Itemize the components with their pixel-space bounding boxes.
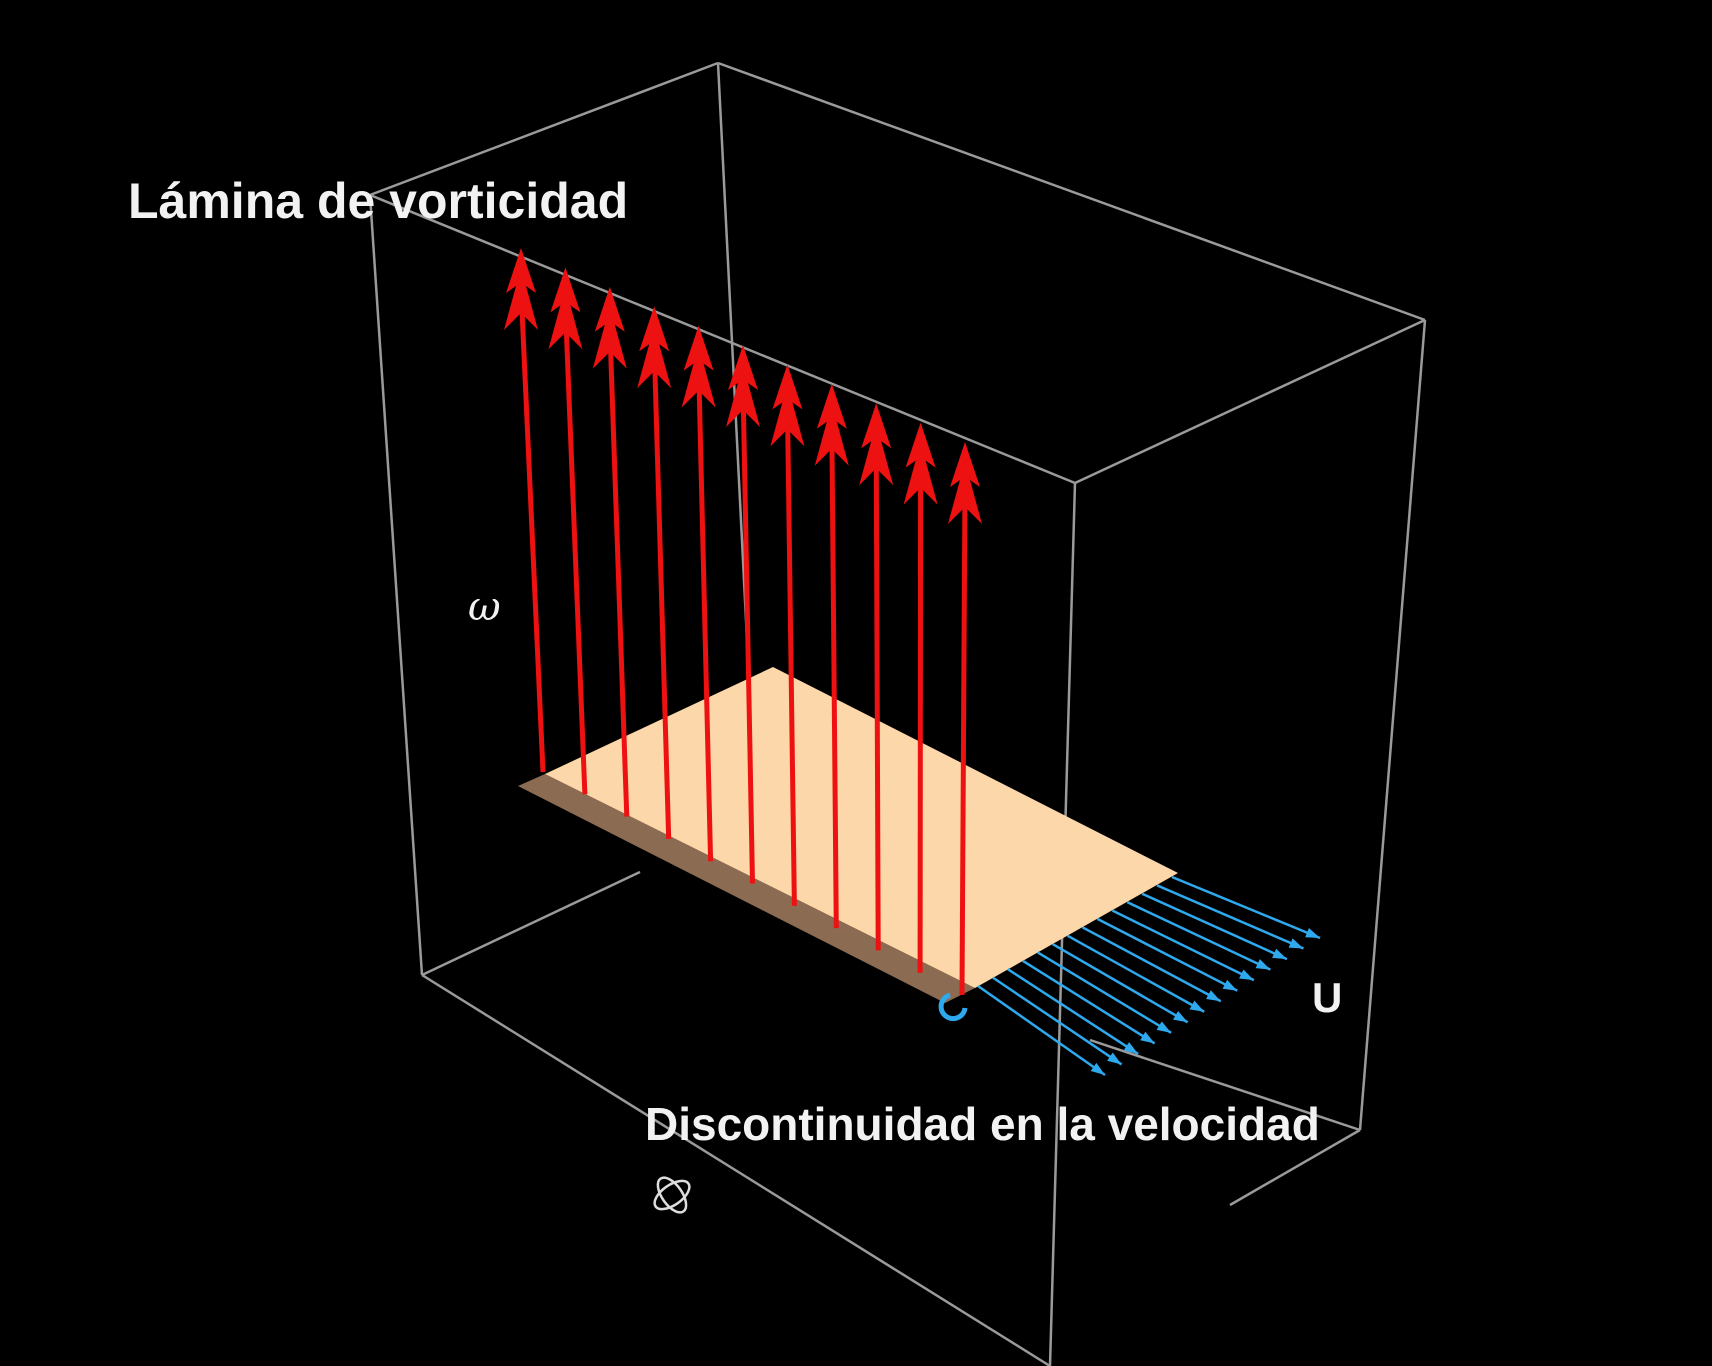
- velocity-arrow: [977, 984, 1106, 1077]
- sheet-top: [545, 667, 1178, 988]
- velocity-arrow: [1096, 917, 1238, 992]
- vorticity-arrow: [814, 383, 849, 929]
- discontinuity-label: Discontinuidad en la velocidad: [645, 1098, 1320, 1150]
- velocity-arrow: [1141, 892, 1288, 961]
- vorticity-arrow: [681, 325, 716, 862]
- omega-label: ω: [468, 584, 501, 630]
- velocity-arrow: [1081, 926, 1222, 1003]
- vorticity-arrow: [637, 306, 672, 839]
- vorticity-arrow: [948, 442, 982, 996]
- velocity-arrow: [1007, 968, 1139, 1055]
- velocity-arrow: [1126, 901, 1271, 971]
- vorticity-arrow: [859, 403, 894, 951]
- velocity-arrow: [1066, 934, 1205, 1013]
- velocity-arrow: [1051, 942, 1189, 1024]
- velocity-label: U: [1312, 974, 1342, 1021]
- vortex-sheet: [518, 667, 1178, 1003]
- velocity-arrow: [1037, 951, 1172, 1034]
- vorticity-arrows: [504, 248, 982, 996]
- velocity-arrow: [1022, 959, 1156, 1045]
- bounding-box: [368, 61, 1427, 1366]
- velocity-arrow: [1171, 875, 1321, 940]
- velocity-arrow: [1111, 909, 1255, 982]
- vorticity-arrow: [726, 345, 760, 884]
- rotate-3d-icon[interactable]: [650, 1173, 694, 1217]
- velocity-arrow: [1156, 884, 1304, 950]
- vorticity-arrow: [592, 286, 630, 817]
- corner-marker: [938, 992, 968, 1022]
- vorticity-arrow: [548, 267, 588, 795]
- vorticity-arrow: [504, 248, 546, 773]
- velocity-arrow: [992, 976, 1123, 1066]
- vorticity-arrow: [903, 422, 938, 973]
- velocity-arrows: [977, 875, 1321, 1077]
- diagram-title: Lámina de vorticidad: [128, 173, 628, 229]
- sheet-edge: [518, 774, 975, 1003]
- vorticity-arrow: [770, 364, 805, 906]
